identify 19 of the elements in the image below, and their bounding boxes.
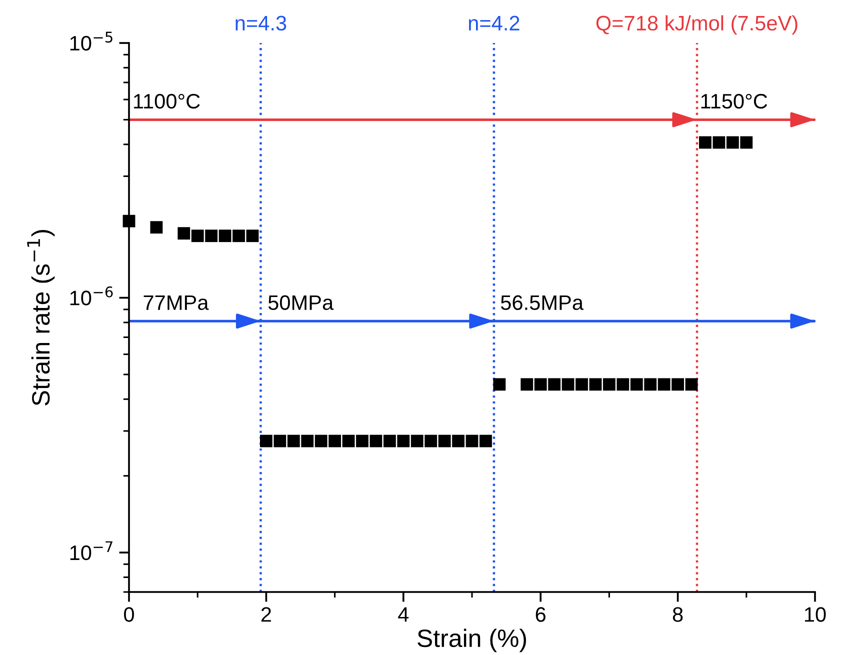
annotation: 56.5MPa [500,295,584,310]
x-tick-label: 4 [398,607,409,622]
y-tick-label: 10$^{−7}$ [70,541,112,560]
x-tick-label: 2 [261,607,271,622]
x-tick-label: 6 [536,607,546,622]
annotation: Q=718 kJ/mol (7.5eV) [596,15,798,35]
y-axis-title: Strain rate (s$^{−1}$) [27,230,55,406]
y-tick-label: 10$^{−6}$ [70,286,113,306]
y-tick-label: 10$^{−5}$ [70,32,112,51]
annotation: n=4.2 [468,16,520,30]
x-tick-label: 10 [805,607,826,622]
annotation: 77MPa [144,295,209,310]
x-axis-title: Strain (%) [418,628,526,652]
annotation: 50MPa [268,295,334,310]
annotation: n=4.3 [236,16,286,31]
x-tick-label: 0 [124,607,134,622]
annotation: 1100°C [134,94,200,109]
annotation: 1150°C [701,94,768,109]
x-tick-label: 8 [672,607,683,622]
